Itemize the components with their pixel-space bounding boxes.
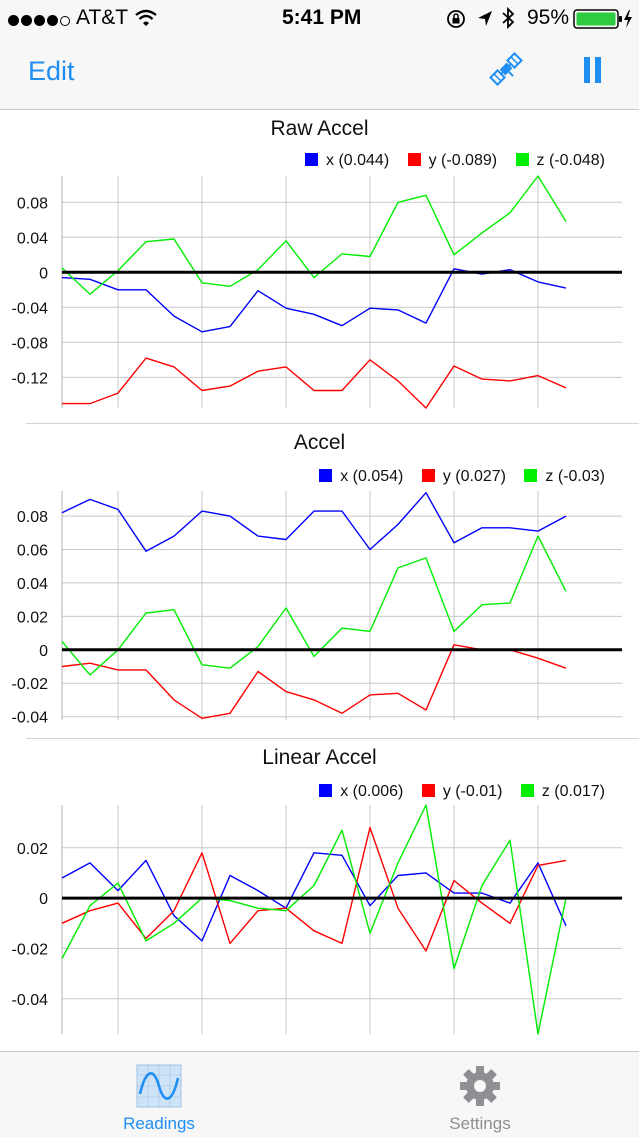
signal-strength-icon bbox=[8, 13, 72, 31]
y-tick-label: -0.12 bbox=[12, 370, 49, 387]
y-tick-label: 0.04 bbox=[17, 576, 48, 593]
y-tick-label: 0.02 bbox=[17, 841, 48, 858]
legend-label-x: x (0.044) bbox=[326, 152, 390, 169]
tab-bar: Readings Settings bbox=[0, 1051, 639, 1137]
grid bbox=[62, 176, 622, 408]
y-tick-label: -0.04 bbox=[12, 992, 49, 1009]
chart-title: Raw Accel bbox=[270, 117, 369, 140]
legend-swatch-x bbox=[319, 784, 333, 797]
satellite-icon[interactable] bbox=[488, 51, 524, 87]
y-tick-label: 0.02 bbox=[17, 609, 48, 626]
gear-icon bbox=[460, 1066, 500, 1106]
series-line bbox=[61, 268, 567, 333]
linear-accel-plot: 0.02 0 -0.02 -0.04 bbox=[12, 804, 622, 1035]
y-tick-label: -0.04 bbox=[12, 710, 49, 727]
tab-label: Readings bbox=[123, 1114, 195, 1133]
accel-chart: Accel x (0.054) y (0.027) z (-0.03) 0.08… bbox=[0, 424, 639, 736]
chart-divider bbox=[26, 423, 639, 424]
y-tick-label: 0.08 bbox=[17, 509, 48, 526]
y-tick-label: 0.04 bbox=[17, 230, 48, 247]
battery-icon bbox=[573, 9, 632, 29]
series-line bbox=[61, 535, 567, 676]
wifi-icon bbox=[135, 9, 157, 26]
y-tick-label: -0.04 bbox=[12, 300, 49, 317]
chart-legend: x (0.006) y (-0.01) z (0.017) bbox=[319, 783, 605, 801]
edit-button[interactable]: Edit bbox=[28, 56, 75, 86]
legend-label-z: z (0.017) bbox=[541, 783, 605, 800]
series-line bbox=[62, 357, 567, 409]
y-tick-label: 0 bbox=[39, 643, 48, 660]
grid bbox=[62, 805, 622, 1034]
grid bbox=[62, 491, 622, 720]
legend-label-x: x (0.054) bbox=[340, 468, 404, 485]
series-line bbox=[61, 804, 567, 1035]
chart-legend: x (0.054) y (0.027) z (-0.03) bbox=[319, 468, 605, 486]
series-line bbox=[61, 175, 567, 295]
legend-swatch-y bbox=[407, 153, 421, 166]
y-tick-label: -0.02 bbox=[12, 676, 49, 693]
tab-label: Settings bbox=[449, 1114, 511, 1133]
tab-settings[interactable]: Settings bbox=[400, 1052, 560, 1137]
bluetooth-icon bbox=[502, 6, 515, 30]
rotation-lock-icon bbox=[447, 10, 465, 28]
y-tick-label: 0 bbox=[39, 265, 48, 282]
raw-accel-plot: 0.08 0.04 0 -0.04 -0.08 -0.12 bbox=[12, 175, 622, 409]
clock: 5:41 PM bbox=[282, 6, 362, 29]
y-tick-label: -0.02 bbox=[12, 941, 49, 958]
legend-swatch-z bbox=[520, 784, 534, 797]
legend-swatch-y bbox=[421, 784, 435, 797]
y-tick-label: 0 bbox=[39, 891, 48, 908]
legend-label-y: y (-0.01) bbox=[442, 783, 503, 800]
legend-label-z: z (-0.048) bbox=[536, 152, 605, 169]
linear-accel-chart: Linear Accel x (0.006) y (-0.01) z (0.01… bbox=[0, 739, 639, 1051]
legend-swatch-z bbox=[515, 153, 529, 166]
legend-label-y: y (0.027) bbox=[442, 468, 506, 485]
legend-label-z: z (-0.03) bbox=[545, 468, 605, 485]
chart-title: Accel bbox=[293, 431, 346, 454]
accel-plot: 0.08 0.06 0.04 0.02 0 -0.02 -0.04 bbox=[12, 491, 622, 727]
chart-title: Linear Accel bbox=[262, 746, 377, 769]
location-arrow-icon bbox=[478, 11, 492, 26]
y-tick-label: 0.08 bbox=[17, 195, 48, 212]
wave-icon bbox=[136, 1064, 182, 1108]
series-line bbox=[61, 826, 567, 952]
legend-swatch-x bbox=[305, 153, 319, 166]
status-bar: AT&T 5:41 PM 95% bbox=[0, 0, 639, 38]
navigation-bar: Edit bbox=[0, 38, 639, 110]
y-tick-label: -0.08 bbox=[12, 335, 49, 352]
legend-swatch-y bbox=[421, 469, 435, 482]
chart-legend: x (0.044) y (-0.089) z (-0.048) bbox=[305, 152, 605, 170]
legend-label-x: x (0.006) bbox=[340, 783, 404, 800]
legend-swatch-x bbox=[319, 469, 333, 482]
chart-divider bbox=[26, 738, 639, 739]
carrier-label: AT&T bbox=[76, 6, 129, 29]
legend-swatch-z bbox=[524, 469, 538, 482]
y-tick-label: 0.06 bbox=[17, 543, 48, 560]
battery-percent: 95% bbox=[527, 6, 570, 29]
pause-icon[interactable] bbox=[582, 56, 604, 84]
tab-readings[interactable]: Readings bbox=[79, 1052, 239, 1137]
series-line bbox=[61, 852, 567, 942]
legend-label-y: y (-0.089) bbox=[428, 152, 498, 169]
raw-accel-chart: Raw Accel x (0.044) y (-0.089) z (-0.048… bbox=[0, 110, 639, 422]
series-line bbox=[61, 491, 567, 552]
